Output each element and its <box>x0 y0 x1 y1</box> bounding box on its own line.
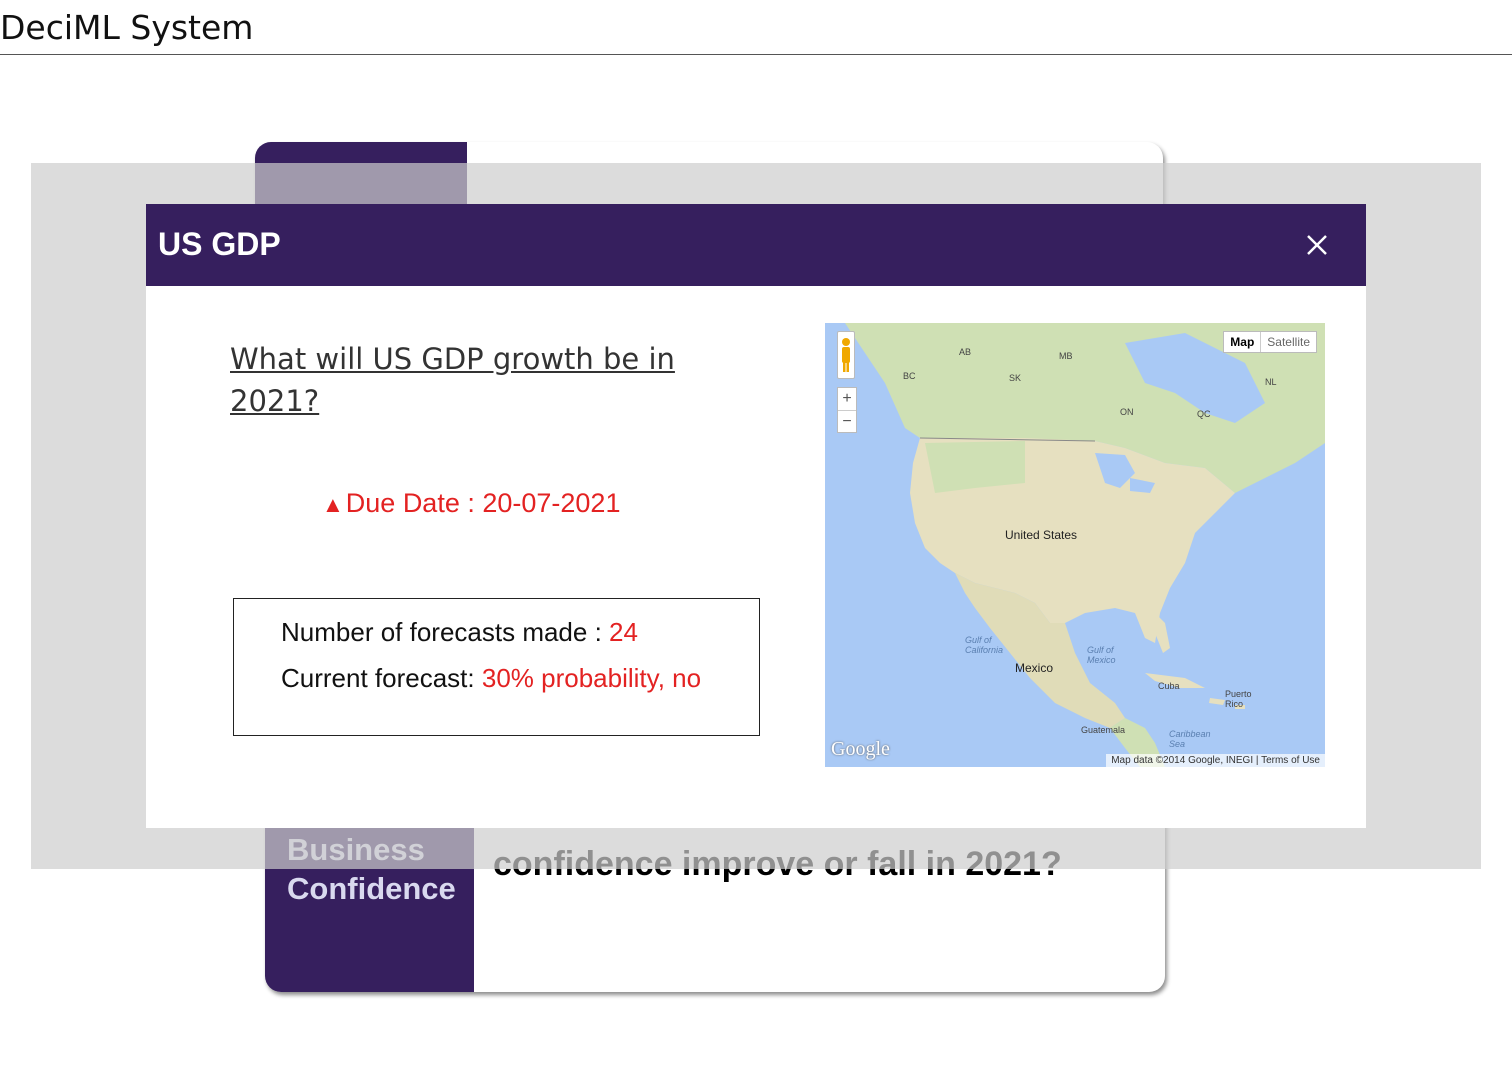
forecast-count: Number of forecasts made : 24 <box>281 617 638 648</box>
map-label-cuba: Cuba <box>1158 681 1180 691</box>
close-button[interactable] <box>1302 230 1332 260</box>
map-label-guatemala: Guatemala <box>1081 725 1126 735</box>
map-label-ab: AB <box>959 347 972 357</box>
current-forecast: Current forecast: 30% probability, no <box>281 663 701 694</box>
warning-triangle-icon: ▲ <box>322 492 344 517</box>
question-link[interactable]: What will US GDP growth be in 2021? <box>230 342 675 418</box>
map-type-control: Map Satellite <box>1223 331 1317 353</box>
zoom-out-button[interactable]: − <box>838 410 856 433</box>
map-label-gulf-of-mexico: Gulf of Mexico <box>1087 645 1116 665</box>
map-attribution[interactable]: Map data ©2014 Google, INEGI | Terms of … <box>1106 754 1325 767</box>
google-logo: Google <box>831 738 890 760</box>
zoom-control: + − <box>837 387 857 433</box>
title-divider <box>0 54 1512 55</box>
map-label-nl: NL <box>1265 377 1277 387</box>
map-label-mexico: Mexico <box>1015 661 1054 675</box>
map-label-mb: MB <box>1059 351 1073 361</box>
map-label-united-states: United States <box>1005 528 1078 542</box>
map-type-map-button[interactable]: Map <box>1224 332 1262 352</box>
current-forecast-label: Current forecast: <box>281 663 482 693</box>
map-label-gulf-of-california: Gulf of California <box>965 635 1004 655</box>
map-label-on: ON <box>1120 407 1134 417</box>
map[interactable]: United States Mexico Cuba Gulf of Mexico… <box>825 323 1325 767</box>
close-icon <box>1307 235 1327 255</box>
street-view-pegman-icon[interactable] <box>837 331 855 379</box>
forecast-stats: Number of forecasts made : 24 Current fo… <box>233 598 760 736</box>
forecast-count-value: 24 <box>609 617 638 647</box>
due-date-text: Due Date : 20-07-2021 <box>345 488 621 518</box>
map-label-qc: QC <box>1197 409 1211 419</box>
modal-header: US GDP <box>146 204 1366 286</box>
forecast-count-label: Number of forecasts made : <box>281 617 610 647</box>
map-type-satellite-button[interactable]: Satellite <box>1267 335 1310 349</box>
due-date: ▲Due Date : 20-07-2021 <box>322 488 620 519</box>
map-label-caribbean-sea: Caribbean Sea <box>1169 729 1211 749</box>
question-modal: US GDP What will US GDP growth be in 202… <box>146 204 1366 828</box>
app-title: DeciML System <box>0 8 254 47</box>
zoom-in-button[interactable]: + <box>842 390 852 407</box>
map-label-bc: BC <box>903 371 916 381</box>
modal-title: US GDP <box>158 226 281 262</box>
current-forecast-value: 30% probability, no <box>481 663 702 693</box>
map-label-puerto-rico: Puerto Rico <box>1225 689 1252 709</box>
map-label-sk: SK <box>1009 373 1022 383</box>
